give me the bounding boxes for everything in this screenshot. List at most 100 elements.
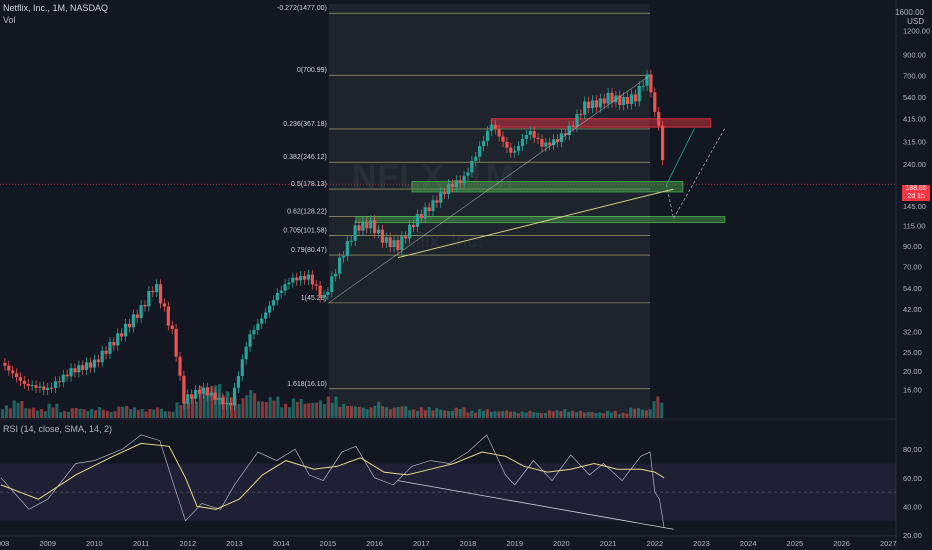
candle-body: [162, 303, 167, 307]
candle-body: [65, 374, 69, 377]
candle-body: [633, 94, 637, 102]
candle-body: [69, 368, 73, 377]
projection-down-path: [666, 128, 726, 220]
candle-body: [365, 221, 369, 229]
candle-body: [174, 328, 178, 357]
candle-body: [73, 368, 77, 373]
candle-body: [221, 397, 225, 405]
candle-body: [85, 362, 89, 370]
price-tick-label: 42.00: [903, 305, 922, 314]
candle-body: [283, 284, 287, 291]
volume-bar: [609, 412, 613, 418]
volume-bar: [450, 410, 454, 418]
candle-body: [388, 237, 392, 248]
candle-body: [213, 392, 217, 400]
candle-body: [653, 92, 657, 112]
candle-body: [466, 172, 470, 176]
time-tick-label: 2019: [506, 539, 523, 548]
price-tick-label: 90.00: [903, 242, 922, 251]
candle-body: [205, 387, 209, 396]
volume-bar: [369, 407, 373, 418]
volume-bar: [229, 397, 233, 418]
time-tick-label: 2020: [553, 539, 570, 548]
price-tick-label: 700.00: [903, 71, 926, 80]
candle-body: [660, 125, 665, 161]
currency-label: 1600.00 USD: [895, 8, 924, 26]
volume-bar: [613, 410, 617, 418]
candle-body: [49, 387, 54, 389]
candle-body: [462, 175, 466, 184]
candle-body: [396, 240, 400, 250]
volume-bar: [16, 402, 20, 418]
projection-up-path: [666, 128, 695, 185]
candle-body: [310, 274, 314, 285]
volume-bar: [256, 401, 261, 418]
volume-bar: [163, 411, 167, 418]
volume-bar: [350, 406, 354, 418]
volume-bar: [291, 398, 295, 418]
volume-bar: [528, 410, 532, 418]
candle-body: [579, 114, 583, 116]
volume-bar: [55, 403, 59, 418]
candle-body: [349, 240, 353, 242]
volume-bar: [32, 407, 36, 418]
volume-bar: [419, 407, 423, 418]
candle-body: [7, 365, 11, 371]
candle-body: [571, 125, 575, 127]
volume-bar: [109, 411, 113, 418]
candle-body: [575, 114, 579, 127]
candle-body: [217, 397, 221, 400]
volume-bar: [520, 411, 524, 418]
candle-body: [513, 150, 517, 153]
volume-bar: [540, 413, 544, 418]
candle-body: [232, 387, 237, 406]
volume-bar: [636, 408, 641, 418]
time-tick-label: 2027: [880, 539, 897, 548]
volume-bar: [253, 393, 257, 418]
volume-bar: [396, 407, 400, 418]
price-tick-label: 900.00: [903, 50, 926, 59]
candle-body: [345, 241, 349, 257]
candle-body: [334, 273, 338, 277]
volume-bar: [547, 410, 551, 418]
candle-body: [485, 130, 490, 142]
volume-bar: [128, 409, 133, 418]
volume-bar: [346, 405, 350, 418]
volume-bar: [233, 398, 237, 418]
volume-bar: [408, 410, 412, 418]
uptrend-line: [397, 188, 674, 259]
candle-body: [594, 100, 599, 108]
volume-bar: [477, 409, 482, 418]
candle-body: [376, 229, 381, 234]
candle-body: [497, 129, 501, 137]
volume-bar: [113, 411, 117, 418]
candle-body: [11, 370, 15, 374]
candle-body: [22, 380, 26, 384]
volume-bar: [381, 406, 385, 418]
volume-bar: [509, 411, 513, 418]
candle-body: [458, 180, 462, 184]
volume-bar: [156, 407, 160, 418]
fib-range-bg: [328, 4, 651, 416]
candle-body: [42, 386, 46, 390]
volume-bar: [280, 407, 284, 418]
candle-body: [489, 124, 493, 131]
volume-bar: [318, 400, 323, 418]
last-price-tag: 188.85 2d 1h: [902, 185, 930, 201]
candle-body: [590, 100, 595, 109]
fib-level-label: 0.79(80.47): [291, 247, 327, 254]
candle-body: [598, 98, 602, 108]
time-tick-label: 2008: [0, 539, 9, 548]
candle-body: [450, 183, 455, 188]
volume-bar: [284, 403, 288, 418]
candle-body: [505, 141, 509, 148]
volume-bar: [4, 405, 8, 418]
volume-bar: [431, 410, 435, 418]
volume-bar: [183, 401, 187, 418]
candle-body: [123, 323, 128, 337]
candle-body: [637, 86, 641, 102]
candle-body: [657, 111, 661, 126]
volume-bar: [567, 411, 571, 418]
time-tick-label: 2022: [646, 539, 663, 548]
